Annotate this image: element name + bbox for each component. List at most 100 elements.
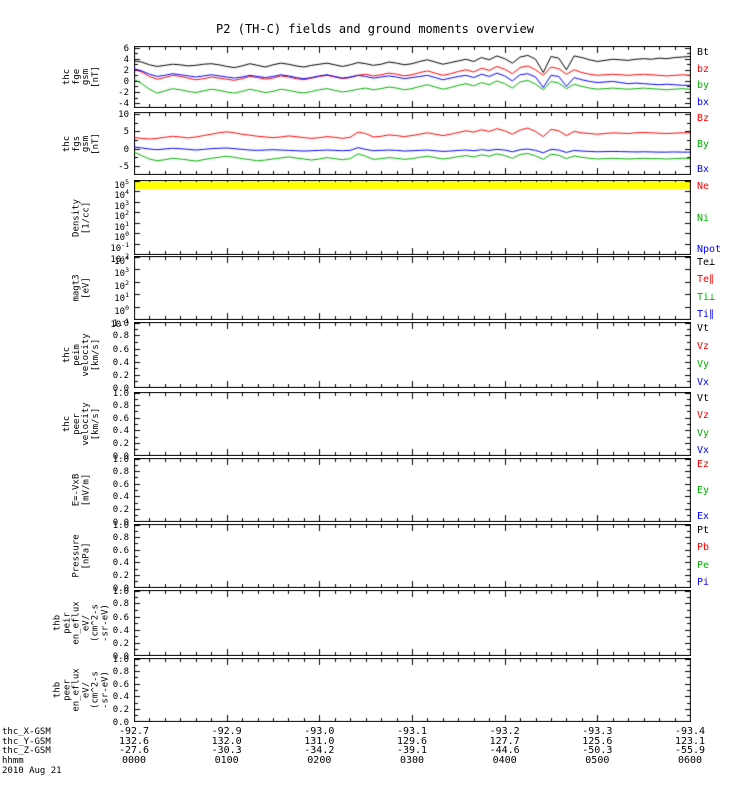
y-axis-label-thb-peer-en-eflux: thb peer en_eflux eV/ (cm^2-s -sr-eV) <box>52 668 111 712</box>
trace-legend-thc-peim-velocity-2: Vy <box>697 359 710 370</box>
footer-row-label: hhmm <box>2 755 24 766</box>
trace-legend-e-vxb-1: Ey <box>697 485 710 496</box>
footer-value: 127.7 <box>489 735 520 747</box>
trace-legend-thc-peer-velocity-2: Vy <box>697 427 710 439</box>
footer-value: 132.6 <box>118 735 150 747</box>
trace-legend-thc-fge-gsm-2: by <box>697 80 710 92</box>
y-tick-label: 104 <box>114 253 129 267</box>
trace-legend-thc-fge-gsm-1: bz <box>697 63 710 75</box>
trace-legend-density-1: Ni <box>697 212 710 224</box>
trace-legend-pressure-0: Pt <box>697 525 710 536</box>
y-tick-label: 0.4 <box>112 491 129 502</box>
y-axis-label-thc-fgs-gsm: thc fgs gsm [nT] <box>62 132 101 155</box>
footer-value: -93.3 <box>582 726 613 737</box>
y-tick-label: 0.0 <box>112 651 129 662</box>
footer-date: 2010 Aug 21 <box>2 766 62 776</box>
y-tick-label: 0 <box>123 76 129 87</box>
y-tick-label: 0.8 <box>112 666 129 677</box>
y-tick-label: 0.6 <box>112 612 129 623</box>
footer-value: 129.6 <box>396 735 428 747</box>
y-tick-label: 0.8 <box>112 466 129 477</box>
y-tick-label: 0.4 <box>112 357 129 368</box>
trace-legend-magt3-0: Te⊥ <box>697 257 716 268</box>
y-axis-label-e-vxb: E=-VxB [mV/m] <box>71 473 92 507</box>
y-tick-label: 102 <box>114 208 129 222</box>
y-axis-label-thc-peim-velocity: thc peim velocity [km/s] <box>62 333 101 377</box>
y-tick-label: 0.8 <box>112 598 129 609</box>
footer-value: -39.1 <box>396 745 428 757</box>
footer-value: -30.3 <box>211 745 242 757</box>
y-tick-label: 10-1 <box>110 240 129 254</box>
y-tick-label: 5 <box>123 126 129 137</box>
trace-legend-density-2: Npot <box>697 244 722 255</box>
y-tick-label: 1.0 <box>112 318 129 329</box>
trace-legend-thc-peer-velocity-1: Vz <box>697 410 710 422</box>
panel-plot-area-thc-peim-velocity <box>134 322 691 388</box>
trace-legend-magt3-1: Te∥ <box>697 274 715 286</box>
footer-value: 0600 <box>677 754 703 766</box>
footer-value: -92.9 <box>211 726 242 737</box>
y-tick-label: 0.6 <box>112 413 129 424</box>
y-tick-label: 0.6 <box>112 679 129 690</box>
y-tick-label: 1.0 <box>112 586 129 597</box>
y-tick-label: 0.0 <box>112 583 129 594</box>
trace-legend-thc-fge-gsm-3: bx <box>697 97 710 108</box>
y-tick-label: 10 <box>118 109 129 120</box>
y-tick-label: 0 <box>123 144 129 155</box>
y-tick-label: 0.0 <box>112 451 129 462</box>
footer-value: -93.4 <box>674 726 706 737</box>
y-tick-label: 101 <box>114 290 129 304</box>
panel-thc-fge-gsm <box>134 46 691 108</box>
y-tick-label: 1.0 <box>112 454 129 465</box>
footer-value: -93.2 <box>489 726 520 737</box>
y-tick-label: 0.4 <box>112 691 129 702</box>
trace-legend-pressure-3: Pi <box>697 577 710 588</box>
y-tick-label: 0.2 <box>112 638 129 649</box>
panel-plot-area-thb-peer-en-eflux <box>134 658 691 722</box>
footer-value: 0400 <box>492 754 517 766</box>
y-axis-label-magt3: magt3 [eV] <box>71 274 92 302</box>
footer-value: 131.0 <box>304 735 335 747</box>
panel-thc-peim-velocity <box>134 322 691 388</box>
trace-legend-thc-peim-velocity-1: Vz <box>697 341 710 352</box>
y-tick-label: 0.2 <box>112 370 129 381</box>
y-tick-label: 0.8 <box>112 400 129 411</box>
footer-value: 0300 <box>399 754 425 766</box>
y-axis-label-thc-fge-gsm: thc fge gsm [nT] <box>62 66 101 88</box>
y-tick-label: 0.2 <box>112 504 129 515</box>
y-tick-label: 10-2 <box>110 251 129 265</box>
footer-value: -92.7 <box>118 726 150 737</box>
y-axis-label-thc-peer-velocity: thc peer velocity [km/s] <box>62 402 101 446</box>
y-tick-label: 1.0 <box>112 520 129 531</box>
trace-legend-thc-peim-velocity-0: Vt <box>697 323 710 334</box>
panel-thc-fgs-gsm <box>134 112 691 175</box>
y-tick-label: 0.6 <box>112 479 129 490</box>
trace-legend-thc-fgs-gsm-0: Bz <box>697 113 710 124</box>
trace-legend-e-vxb-2: Ex <box>697 511 710 522</box>
panel-thb-peer-en-eflux <box>134 658 691 722</box>
panel-thb-peir-en-eflux <box>134 590 691 656</box>
y-tick-label: 0.2 <box>112 704 129 715</box>
y-tick-label: 1.0 <box>112 388 129 399</box>
y-tick-label: 0.2 <box>112 438 129 449</box>
panel-plot-area-thc-fge-gsm <box>134 46 691 108</box>
footer-value: -44.6 <box>489 745 520 757</box>
trace-legend-thc-peer-velocity-0: Vt <box>697 393 710 404</box>
footer-value: 0100 <box>214 754 239 766</box>
y-tick-label: -2 <box>118 87 129 98</box>
trace-legend-density-0: Ne <box>697 181 710 192</box>
y-tick-label: 10-1 <box>110 316 129 330</box>
y-tick-label: 0.0 <box>112 517 129 528</box>
trace-legend-thc-fge-gsm-0: Bt <box>697 47 710 58</box>
panel-plot-area-e-vxb <box>134 458 691 522</box>
y-tick-label: 4 <box>123 54 129 65</box>
footer-value: -50.3 <box>582 745 613 757</box>
footer-row-label: thc_X-GSM <box>2 727 51 737</box>
y-tick-label: -4 <box>118 98 129 109</box>
y-tick-label: 100 <box>114 229 129 243</box>
footer-value: 123.1 <box>674 735 706 747</box>
trace-legend-thc-fgs-gsm-2: Bx <box>697 164 710 175</box>
panel-plot-area-magt3 <box>134 256 691 320</box>
panel-plot-area-density <box>134 180 691 255</box>
